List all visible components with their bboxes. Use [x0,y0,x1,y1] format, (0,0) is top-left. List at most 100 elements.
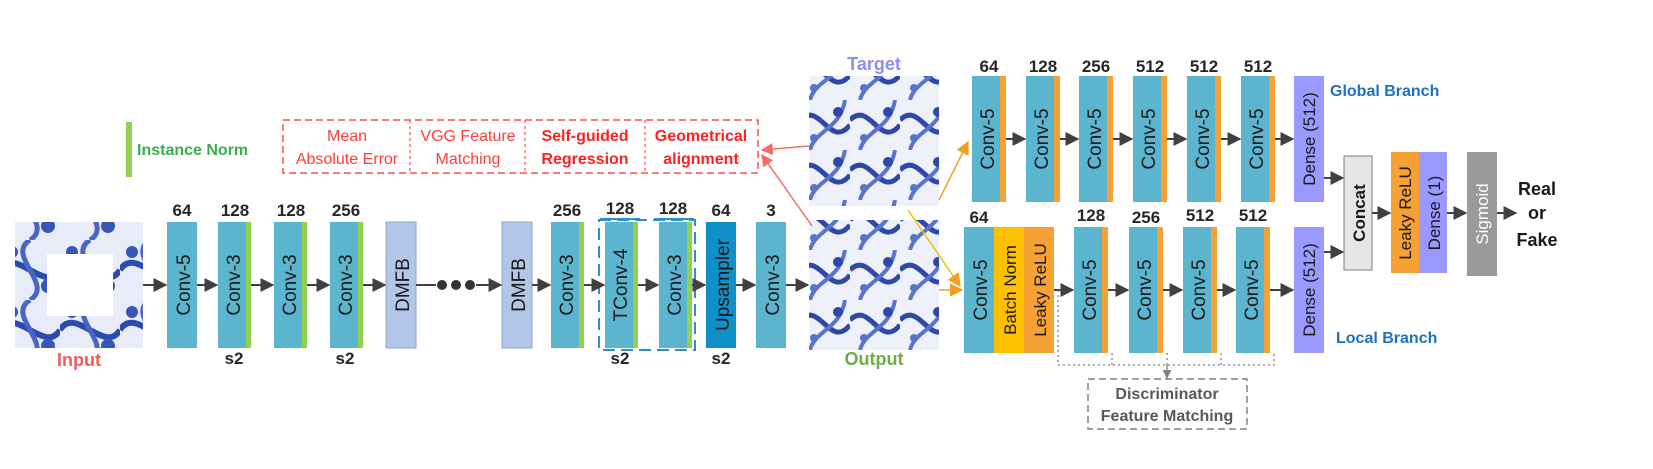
global-conv-label: Conv-5 [1247,108,1268,169]
local-conv-act [1211,227,1217,353]
local-conv-label: Conv-5 [1080,259,1101,320]
global-branch: Conv-5 Conv-5 Conv-5 Conv-5 Conv-5 Conv-… [972,57,1439,202]
local-leaky [1024,227,1054,353]
target-label: Target [847,54,901,74]
global-conv-label: Conv-5 [1139,108,1160,169]
loss-mae-line1: Mean [327,128,367,145]
global-conv [972,76,1000,202]
gen-conv3-e-label: Conv-3 [665,254,686,315]
local-dense [1294,227,1324,353]
local-ch-label: 64 [970,208,989,227]
local-conv [1129,227,1157,353]
feature-tap [1057,290,1275,366]
gen-ch-label: 128 [659,199,687,218]
disc-input-arrow [907,209,961,288]
result-line1: Real [1518,179,1556,199]
global-conv-act [1269,76,1275,202]
global-ch-label: 512 [1190,57,1218,76]
gen-conv3-b-label: Conv-3 [280,254,301,315]
gen-conv3-a-norm [246,222,251,348]
global-conv-act [1107,76,1113,202]
instance-norm-swatch [126,122,132,177]
ellipsis-dot [451,280,461,290]
gen-dmfb-a-label: DMFB [393,258,414,312]
local-ch-label: 256 [1132,208,1160,227]
gen-tconv4-label: TConv-4 [611,248,632,321]
global-dense [1294,76,1324,202]
gen-ch-label: 128 [606,199,634,218]
local-conv-label: Conv-5 [971,259,992,320]
local-branch: Conv-5 Batch Norm Leaky ReLU Conv-5 Conv… [964,206,1437,379]
global-ch-label: 512 [1244,57,1272,76]
local-batchnorm [994,227,1024,353]
disc-feature-line2: Feature Matching [1101,408,1233,425]
loss-geometric-line1: Geometrical [655,128,747,145]
ellipsis-dot [437,280,447,290]
local-conv [1183,227,1211,353]
gen-upsampler [706,222,736,348]
global-conv-act [1161,76,1167,202]
input-mask-hole [47,254,113,316]
target-image [809,76,939,206]
disc-input-arrow [938,140,969,201]
disc-feature-line1: Discriminator [1115,386,1218,403]
output-image [809,220,939,350]
global-conv-label: Conv-5 [978,108,999,169]
output-label: Output [845,349,904,369]
gen-conv3-a [218,222,246,348]
loss-selfguided-line2: Regression [541,151,628,168]
loss-arrow [761,154,813,227]
gen-tconv4 [605,222,633,348]
global-ch-label: 512 [1136,57,1164,76]
global-conv-label: Conv-5 [1193,108,1214,169]
gen-conv5 [167,222,197,348]
result-line3: Fake [1516,230,1557,250]
gen-conv3-out [756,222,786,348]
gen-conv3-e [659,222,687,348]
global-conv [1241,76,1269,202]
global-conv [1026,76,1054,202]
global-ch-label: 128 [1029,57,1057,76]
global-dense-label: Dense (512) [1300,92,1319,186]
gen-conv3-d-norm [579,222,584,348]
loss-vgg-line1: VGG Feature [420,128,515,145]
head-leaky-label: Leaky ReLU [1396,166,1415,260]
gen-ch-label: 128 [221,201,249,220]
local-leaky-label: Leaky ReLU [1031,243,1050,337]
gen-conv3-c [330,222,358,348]
local-conv [964,227,994,353]
loss-selfguided-line1: Self-guided [541,128,628,145]
local-ch-label: 512 [1239,206,1267,225]
global-conv-act [1215,76,1221,202]
gen-ch-label: 256 [332,201,360,220]
local-conv-act [1157,227,1163,353]
local-ch-label: 512 [1186,206,1214,225]
global-conv [1079,76,1107,202]
gen-conv3-b-norm [302,222,307,348]
sigmoid-label: Sigmoid [1473,183,1492,244]
gen-stride-label: s2 [712,349,731,368]
disc-feature-box [1087,378,1248,430]
gen-upsampler-label: Upsampler [713,238,734,331]
global-conv [1187,76,1215,202]
input-label: Input [57,350,101,370]
result-line2: or [1528,203,1546,223]
local-conv-label: Conv-5 [1242,259,1263,320]
loss-arrow [760,143,810,156]
gen-stride-label: s2 [611,349,630,368]
gen-dmfb-b-label: DMFB [509,258,530,312]
gen-conv3-out-label: Conv-3 [763,254,784,315]
gen-stride-label: s2 [225,349,244,368]
ellipsis-dot [465,280,475,290]
local-ch-label: 128 [1077,206,1105,225]
generator: Conv-5 Conv-3 Conv-3 Conv-3 DMFB DMFB Co… [143,199,810,368]
gen-conv3-e-norm [687,222,692,348]
head-dense [1419,152,1447,273]
gen-conv3-c-norm [358,222,363,348]
local-branch-title: Local Branch [1336,330,1437,347]
head-leaky [1391,152,1419,273]
gen-ch-label: 256 [553,201,581,220]
global-ch-label: 64 [980,57,999,76]
local-conv-label: Conv-5 [1189,259,1210,320]
